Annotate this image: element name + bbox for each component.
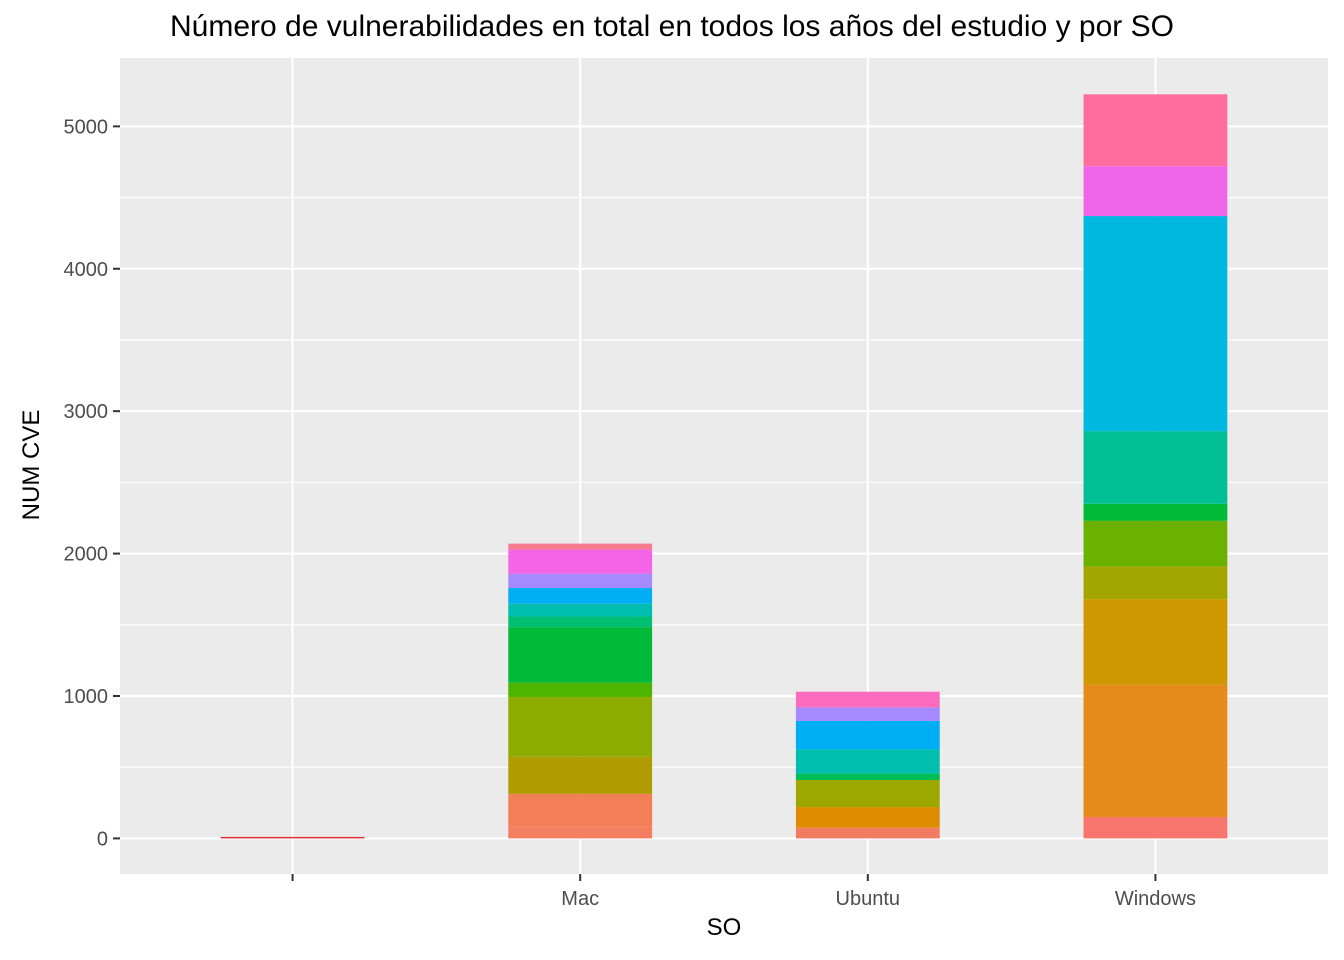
bar-segment — [508, 549, 653, 574]
bar-segment — [508, 826, 653, 839]
bar-segment — [508, 616, 653, 628]
y-tick-label: 3000 — [64, 401, 109, 423]
y-tick-label: 1000 — [64, 686, 109, 708]
bar-segment — [508, 793, 653, 827]
bar-segment — [795, 780, 940, 808]
bar-segment — [1083, 431, 1228, 504]
bar-segment — [508, 627, 653, 683]
axis-layer: 0 1000 2000 3000 4000 5000 Mac Ubuntu Windows — [64, 116, 1196, 910]
y-tick-label: 0 — [97, 828, 108, 850]
bar-segment — [508, 573, 653, 589]
y-tick-label: 2000 — [64, 544, 109, 566]
bars-layer — [220, 94, 1228, 839]
bar-segment — [795, 827, 940, 839]
bar-segment — [1083, 216, 1228, 432]
bar-segment — [795, 773, 940, 781]
bar-segment — [508, 682, 653, 697]
bar-segment — [795, 749, 940, 774]
bar-segment — [795, 807, 940, 828]
bar-segment — [508, 696, 653, 757]
bar-segment — [1083, 520, 1228, 567]
bar-segment — [1083, 566, 1228, 600]
bar-segment — [1083, 599, 1228, 685]
bar-segment — [508, 603, 653, 617]
bar-segment — [795, 691, 940, 708]
bar-segment — [1083, 503, 1228, 521]
y-tick-label: 5000 — [64, 116, 109, 138]
x-tick-label: Windows — [1115, 888, 1196, 910]
bar-segment — [1083, 684, 1228, 818]
chart-title-text: Número de vulnerabilidades en total en t… — [170, 10, 1174, 43]
y-tick-label: 4000 — [64, 259, 109, 281]
bar-segment — [220, 836, 365, 839]
bar-segment — [795, 707, 940, 721]
bar-segment — [795, 720, 940, 750]
bar-segment — [1083, 817, 1228, 839]
bar-segment — [508, 588, 653, 604]
bar-segment — [1083, 94, 1228, 167]
bar-segment — [508, 756, 653, 794]
y-axis-title: NUM CVE — [18, 409, 45, 521]
bar-segment — [508, 543, 653, 550]
bar-segment — [1083, 166, 1228, 217]
x-axis-title: SO — [706, 914, 742, 941]
chart-title: Número de vulnerabilidades en total en t… — [0, 10, 1344, 44]
x-tick-label: Ubuntu — [836, 888, 901, 910]
x-tick-label: Mac — [561, 888, 599, 910]
